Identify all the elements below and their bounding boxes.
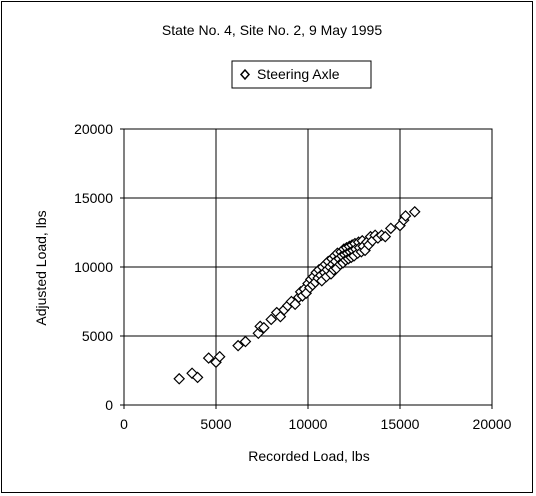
- grid-lines: [123, 128, 493, 406]
- data-point-diamond: [173, 372, 186, 385]
- x-tick-label: 20000: [473, 416, 512, 432]
- legend-box: [231, 60, 372, 89]
- data-point-diamond: [257, 321, 270, 334]
- x-tick-label: 5000: [200, 416, 231, 432]
- legend-diamond-icon: [239, 68, 251, 81]
- y-axis-label: Adjusted Load, lbs: [33, 210, 49, 325]
- data-point-diamond: [379, 230, 392, 243]
- y-tick-label: 10000: [74, 259, 113, 275]
- data-point-diamond: [232, 339, 244, 352]
- x-tick-label: 0: [120, 416, 128, 432]
- y-tick-label: 5000: [82, 328, 113, 344]
- data-point-diamond: [408, 205, 421, 218]
- data-point-diamond: [213, 350, 226, 363]
- y-tick-label: 20000: [74, 121, 113, 137]
- axes: 0 5000 10000 15000 20000 0 5000 10000 15000 20000: [74, 121, 512, 432]
- data-point-diamond: [399, 210, 412, 222]
- x-axis-label: Recorded Load, lbs: [248, 448, 369, 464]
- data-point-diamond: [239, 335, 252, 348]
- legend: Steering Axle: [231, 60, 372, 89]
- chart-title: State No. 4, Site No. 2, 9 May 1995: [162, 22, 382, 38]
- y-tick-label: 15000: [74, 190, 113, 206]
- legend-label-steering-axle: Steering Axle: [257, 66, 340, 82]
- data-point-diamond: [202, 352, 215, 364]
- data-point-diamond: [265, 313, 278, 326]
- x-tick-label: 15000: [381, 416, 420, 432]
- x-tick-label: 10000: [289, 416, 328, 432]
- series-steering-axle: [173, 205, 421, 385]
- y-tick-label: 0: [105, 397, 113, 413]
- data-point-diamond: [191, 371, 204, 384]
- data-point-diamond: [384, 222, 397, 235]
